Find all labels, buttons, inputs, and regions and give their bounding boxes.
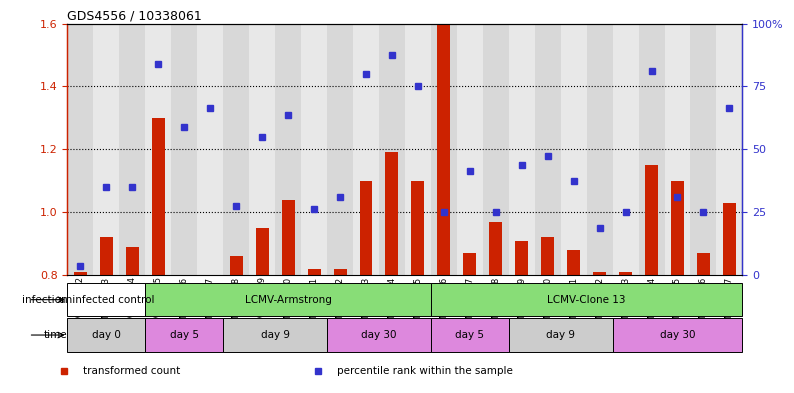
Bar	[145, 318, 223, 352]
Text: day 30: day 30	[660, 330, 696, 340]
Bar	[223, 24, 249, 275]
Text: time: time	[44, 330, 67, 340]
Text: uninfected control: uninfected control	[59, 295, 154, 305]
Text: day 5: day 5	[170, 330, 198, 340]
Bar	[509, 24, 534, 275]
Bar	[645, 165, 658, 275]
Bar	[509, 318, 613, 352]
Bar	[256, 228, 268, 275]
Bar	[431, 318, 509, 352]
Bar	[379, 24, 405, 275]
Text: infection: infection	[22, 295, 67, 305]
Bar	[457, 24, 483, 275]
Bar	[307, 269, 321, 275]
Bar	[94, 24, 119, 275]
Bar	[67, 24, 94, 275]
Bar	[723, 203, 736, 275]
Text: day 9: day 9	[260, 330, 290, 340]
Text: transformed count: transformed count	[83, 366, 180, 376]
Text: day 0: day 0	[92, 330, 121, 340]
Bar	[119, 24, 145, 275]
Bar	[489, 222, 503, 275]
Bar	[100, 237, 113, 275]
Bar	[716, 24, 742, 275]
Text: percentile rank within the sample: percentile rank within the sample	[337, 366, 514, 376]
Bar	[613, 24, 638, 275]
Bar	[333, 269, 346, 275]
Bar	[431, 24, 457, 275]
Bar	[542, 237, 554, 275]
Bar	[534, 24, 561, 275]
Bar	[327, 24, 353, 275]
Bar	[145, 24, 172, 275]
Bar	[126, 247, 139, 275]
Bar	[671, 181, 684, 275]
Bar	[593, 272, 606, 275]
Bar	[515, 241, 528, 275]
Bar	[697, 253, 710, 275]
Bar	[464, 253, 476, 275]
Bar	[67, 283, 145, 316]
Bar	[353, 24, 379, 275]
Bar	[405, 24, 431, 275]
Text: LCMV-Armstrong: LCMV-Armstrong	[245, 295, 332, 305]
Bar	[152, 118, 165, 275]
Bar	[74, 272, 87, 275]
Bar	[619, 272, 632, 275]
Bar	[665, 24, 691, 275]
Bar	[223, 318, 327, 352]
Bar	[282, 200, 295, 275]
Text: GDS4556 / 10338061: GDS4556 / 10338061	[67, 9, 202, 22]
Bar	[229, 256, 243, 275]
Bar	[567, 250, 580, 275]
Bar	[431, 283, 742, 316]
Bar	[385, 152, 399, 275]
Bar	[360, 181, 372, 275]
Bar	[327, 318, 431, 352]
Bar	[587, 24, 613, 275]
Bar	[172, 24, 197, 275]
Bar	[67, 318, 145, 352]
Bar	[249, 24, 276, 275]
Text: day 9: day 9	[546, 330, 575, 340]
Bar	[483, 24, 509, 275]
Text: day 30: day 30	[361, 330, 397, 340]
Bar	[411, 181, 425, 275]
Bar	[613, 318, 742, 352]
Bar	[437, 24, 450, 275]
Bar	[301, 24, 327, 275]
Bar	[691, 24, 716, 275]
Text: day 5: day 5	[455, 330, 484, 340]
Bar	[145, 283, 431, 316]
Bar	[276, 24, 301, 275]
Text: LCMV-Clone 13: LCMV-Clone 13	[547, 295, 626, 305]
Bar	[561, 24, 587, 275]
Bar	[638, 24, 665, 275]
Bar	[197, 24, 223, 275]
